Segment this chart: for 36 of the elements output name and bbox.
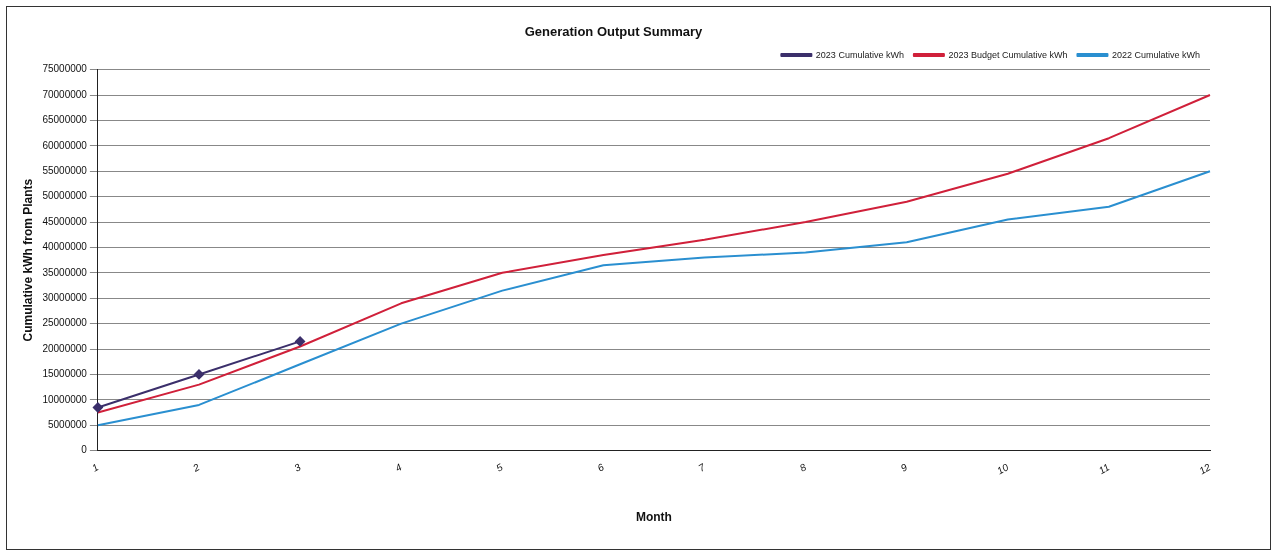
x-tick-label: 10 bbox=[995, 461, 1011, 477]
y-tick-label: 0 bbox=[81, 444, 88, 456]
point bbox=[193, 369, 204, 380]
legend-label: 2023 Cumulative kWh bbox=[815, 49, 904, 60]
chart-title: Generation Output Summary bbox=[524, 24, 704, 40]
legend-label: 2022 Cumulative kWh bbox=[1111, 49, 1201, 60]
y-tick-label: 55000000 bbox=[42, 164, 88, 176]
x-tick-label: 3 bbox=[292, 461, 303, 474]
x-tick-label: 1 bbox=[89, 461, 101, 474]
y-tick-label: 40000000 bbox=[42, 241, 88, 253]
x-tick-label: 4 bbox=[393, 461, 404, 474]
y-tick-label: 20000000 bbox=[42, 342, 88, 354]
x-tick-label: 2 bbox=[190, 461, 202, 475]
x-axis-title: Month bbox=[635, 510, 672, 525]
y-tick-label: 50000000 bbox=[42, 190, 88, 202]
y-axis-title: Cumulative kWh from Plants bbox=[20, 178, 35, 342]
y-tick-label: 65000000 bbox=[42, 114, 88, 126]
y-tick-label: 35000000 bbox=[42, 266, 88, 278]
y-tick-label: 10000000 bbox=[42, 393, 88, 405]
y-tick-label: 15000000 bbox=[42, 368, 88, 380]
x-tick-label: 12 bbox=[1197, 461, 1213, 477]
y-tick-label: 60000000 bbox=[42, 139, 88, 151]
y-tick-label: 5000000 bbox=[47, 418, 88, 430]
x-tick-label: 5 bbox=[494, 461, 506, 474]
x-tick-label: 9 bbox=[898, 461, 910, 474]
y-tick-label: 30000000 bbox=[42, 291, 88, 303]
y-tick-label: 70000000 bbox=[42, 88, 88, 100]
point bbox=[295, 336, 306, 347]
x-tick-label: 11 bbox=[1096, 461, 1112, 477]
legend-label: 2023 Budget Cumulative kWh bbox=[948, 49, 1068, 60]
x-tick-label: 6 bbox=[595, 461, 607, 474]
x-tick-label: 7 bbox=[696, 461, 708, 474]
y-tick-label: 75000000 bbox=[42, 63, 88, 75]
y-tick-label: 45000000 bbox=[42, 215, 88, 227]
y-tick-label: 25000000 bbox=[42, 317, 88, 329]
x-tick-label: 8 bbox=[797, 461, 809, 474]
